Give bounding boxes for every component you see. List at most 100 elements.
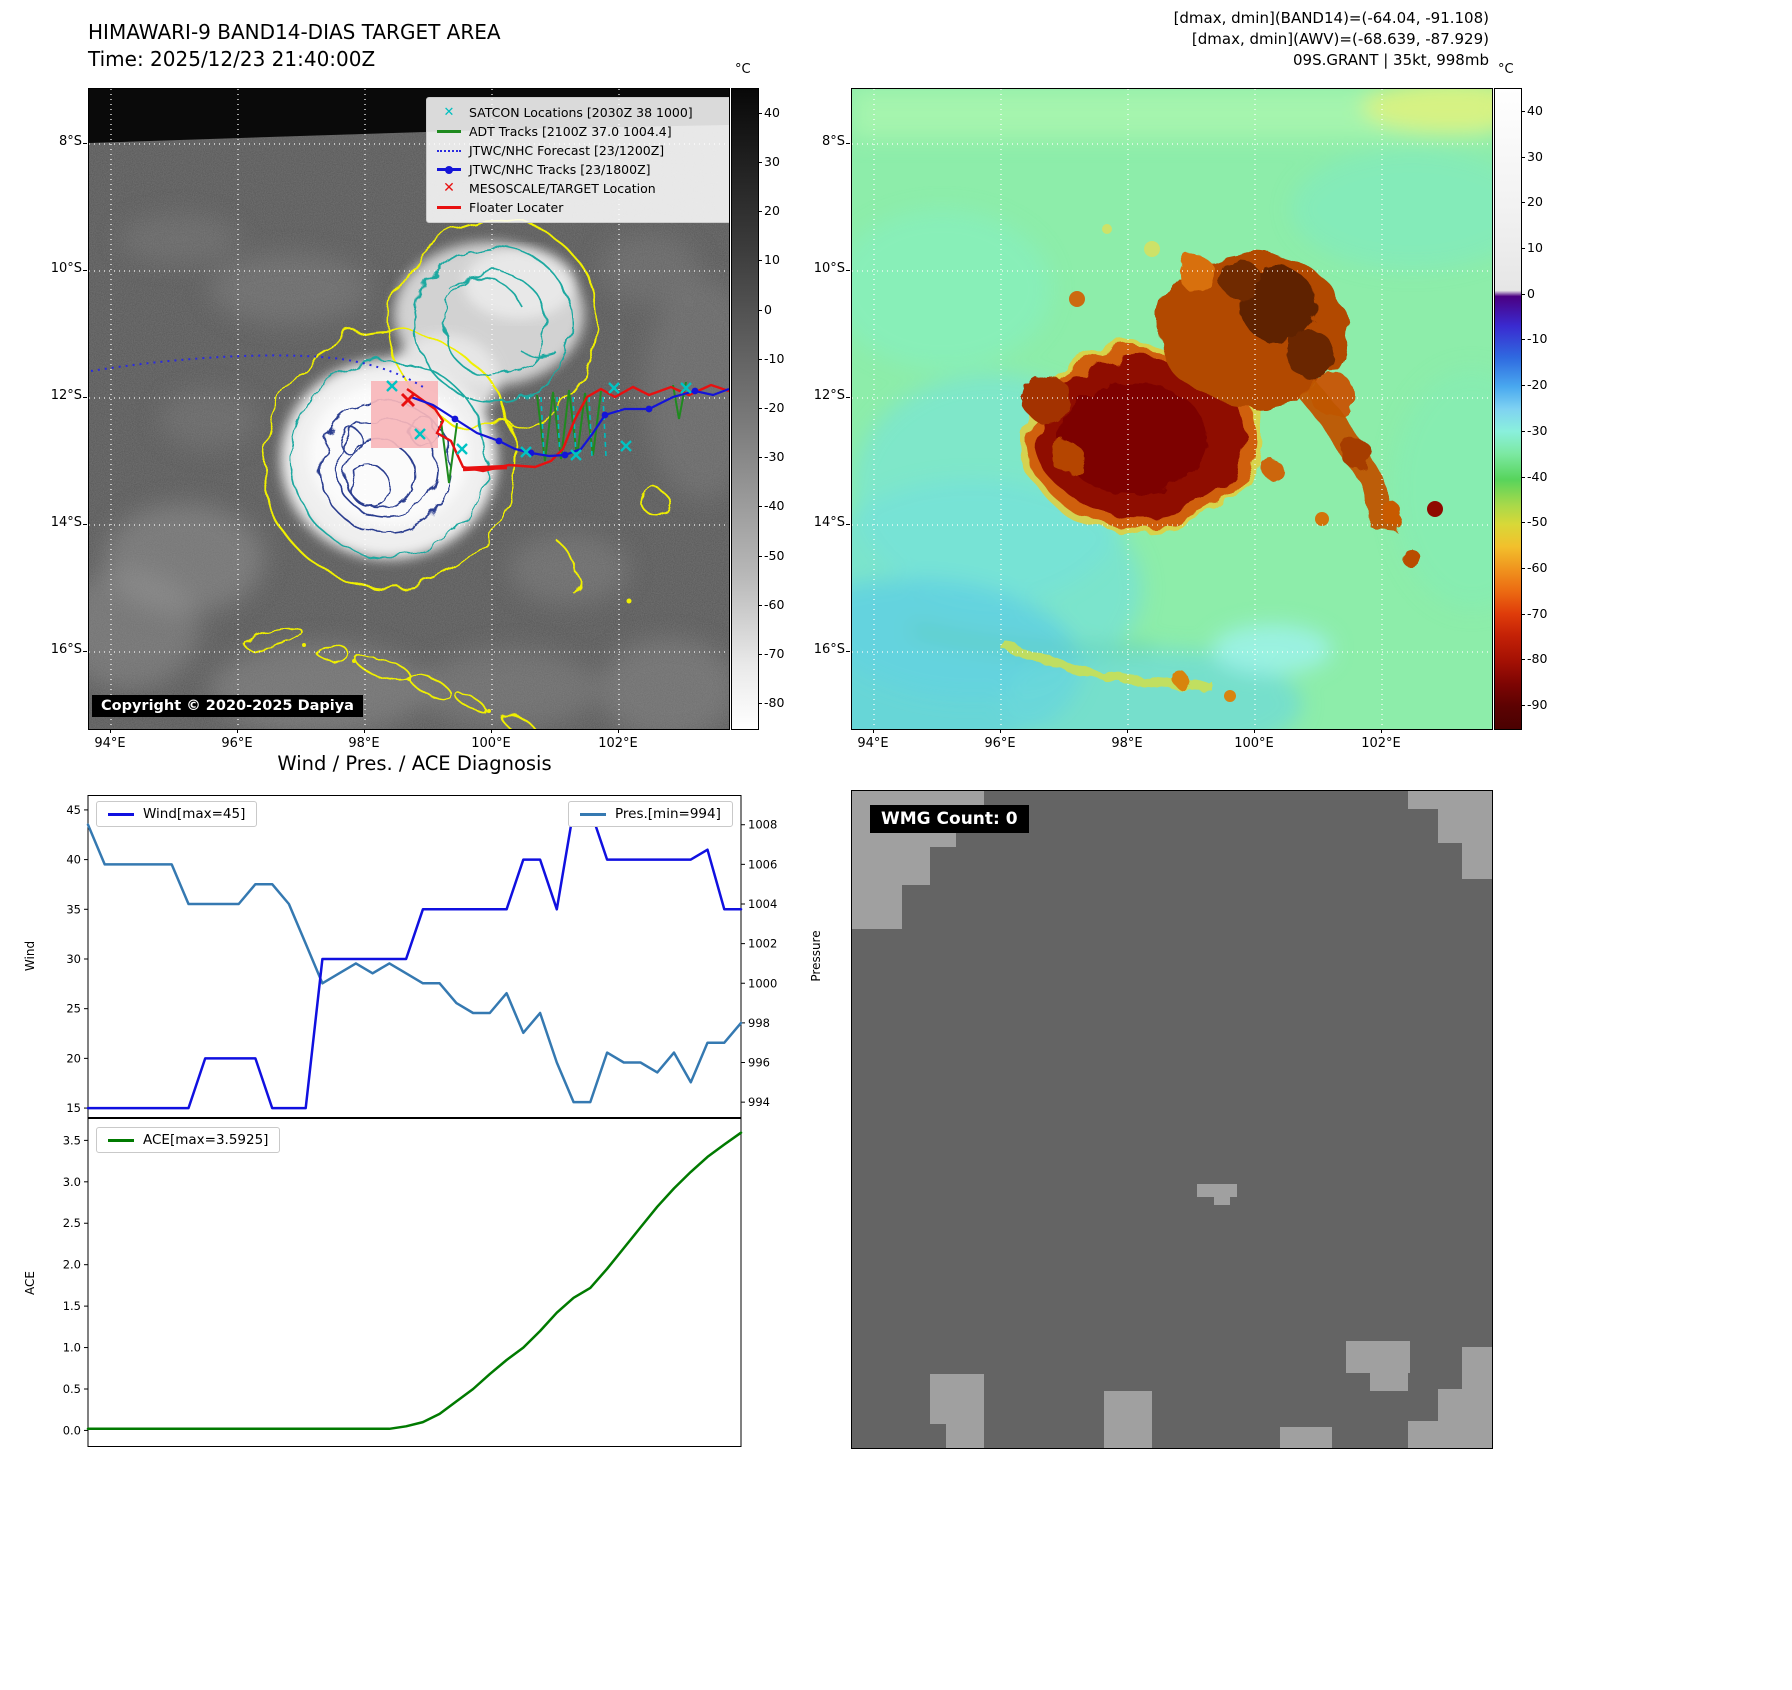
copyright-label: Copyright © 2020-2025 Dapiya [92,695,363,717]
legend-item-label: JTWC/NHC Tracks [23/1800Z] [469,162,651,177]
svg-text:35: 35 [66,902,81,916]
awv-lon-tick: 100°E [1234,736,1274,751]
band14-lon-tick: 96°E [221,736,253,751]
band14-lat-tick: 12°S [50,387,82,403]
awv-lat-tick: 16°S [813,642,845,657]
axis-tick-mark [1254,729,1255,733]
band14-lat-tick: 16°S [50,642,82,657]
band14-colorbar-tick: -40 [764,498,785,514]
axis-tick-mark [758,309,762,311]
band14-colorbar-tick: -30 [764,449,785,465]
svg-text:25: 25 [66,1002,81,1016]
band14-colorbar-tick: -50 [764,547,785,563]
axis-tick-mark [83,396,87,398]
svg-text:15: 15 [66,1101,81,1115]
svg-text:3.0: 3.0 [63,1175,81,1189]
axis-tick-mark [236,729,238,733]
pressure-axis-label: Pressure [809,930,823,982]
band14-title: HIMAWARI-9 BAND14-DIAS TARGET AREA [88,20,501,44]
axis-tick-mark [758,211,762,213]
storm-info-block: [dmax, dmin](BAND14)=(-64.04, -91.108) [… [989,8,1489,71]
legend-item: JTWC/NHC Forecast [23/1200Z] [436,141,728,160]
svg-text:994: 994 [748,1095,770,1109]
x-marker-icon: ✕ [443,180,455,196]
awv-colorbar-tick: -90 [1527,697,1548,713]
band14-lat-tick: 14°S [50,515,82,531]
ace-chart: 0.0 0.5 1.0 1.5 2.0 2.5 3.0 3.5 [48,1118,793,1447]
axis-tick-mark [617,729,619,733]
wmg-map: WMG Count: 0 [851,790,1493,1449]
axis-tick-mark [758,555,762,557]
axis-tick-mark [758,604,762,606]
ace-legend-label: ACE[max=3.5925] [143,1132,269,1148]
svg-text:1000: 1000 [748,976,777,990]
svg-text:1006: 1006 [748,857,777,871]
awv-colorbar-tick: -50 [1527,514,1548,530]
gray-cloud-texture [89,214,729,729]
axis-tick-mark [846,142,850,144]
satcon-hatch [540,396,607,458]
axis-tick-mark [873,729,875,733]
svg-text:40: 40 [66,853,81,867]
band14-colorbar-tick: -20 [764,400,785,415]
awv-colorbar-tick: -60 [1527,560,1548,575]
jtwc-forecast-track [90,354,424,388]
legend-item-label: SATCON Locations [2030Z 38 1000] [469,105,693,120]
legend-item: ✕ SATCON Locations [2030Z 38 1000] [436,103,728,122]
band14-lon-tick: 100°E [471,736,511,751]
awv-colorbar-tick: 40 [1527,102,1543,118]
svg-text:2.5: 2.5 [63,1216,81,1230]
axis-tick-mark [758,408,762,409]
axis-tick-mark [1521,568,1525,569]
axis-tick-mark [758,112,762,114]
svg-text:1002: 1002 [748,937,777,951]
awv-colorbar-tick: -70 [1527,605,1548,621]
band14-lat-tick: 8°S [58,133,82,149]
yellow-fragments [243,487,668,729]
awv-colorbar-tick: -80 [1527,651,1548,667]
axis-tick-mark [1521,202,1525,204]
axis-tick-mark [1521,248,1525,249]
dmax-dmin-awv: [dmax, dmin](AWV)=(-68.639, -87.929) [1191,30,1489,48]
legend-item: ADT Tracks [2100Z 37.0 1004.4] [436,122,728,141]
axis-tick-mark [758,260,762,262]
axis-tick-mark [1380,729,1382,733]
awv-lat-tick: 14°S [813,515,845,531]
svg-text:998: 998 [748,1016,770,1030]
axis-tick-mark [1521,156,1525,158]
axis-tick-mark [758,358,762,360]
band14-lon-tick: 98°E [348,736,380,751]
svg-text:1.5: 1.5 [63,1299,81,1313]
svg-text:996: 996 [748,1056,770,1070]
band14-colorbar-tick: -80 [764,695,785,711]
band14-map-legend: ✕ SATCON Locations [2030Z 38 1000] ADT T… [426,97,729,223]
diagnosis-title: Wind / Pres. / ACE Diagnosis [277,752,552,775]
svg-text:3.5: 3.5 [63,1133,81,1147]
svg-text:30: 30 [66,952,81,966]
target-area-square [371,381,438,448]
axis-tick-mark [110,729,112,733]
band14-colorbar-tick: 30 [764,153,780,169]
axis-tick-mark [758,703,762,705]
awv-colorbar-tick: -20 [1527,377,1548,393]
axis-tick-mark [364,729,366,733]
band14-lon-tick: 102°E [598,736,638,751]
axis-tick-mark [1521,522,1525,524]
awv-colorbar-tick: 10 [1527,240,1543,255]
satcon-markers [386,380,692,461]
band14-colorbar-tick: 10 [764,252,780,268]
axis-tick-mark [83,270,87,272]
awv-colorbar-unit: °C [1498,62,1514,77]
awv-lon-tick: 96°E [984,736,1016,751]
awv-colorbar-tick: -10 [1527,331,1548,347]
awv-colorbar-tick: 0 [1527,285,1535,301]
legend-item-label: ADT Tracks [2100Z 37.0 1004.4] [469,124,672,139]
band14-time: Time: 2025/12/23 21:40:00Z [88,47,376,71]
axis-tick-mark [758,506,762,508]
dotted-line-icon [437,149,461,152]
awv-colorbar-tick: 30 [1527,148,1543,164]
axis-tick-mark [1521,293,1525,295]
awv-lat-tick: 12°S [813,387,845,403]
axis-tick-mark [999,729,1001,733]
axis-tick-mark [846,396,850,398]
